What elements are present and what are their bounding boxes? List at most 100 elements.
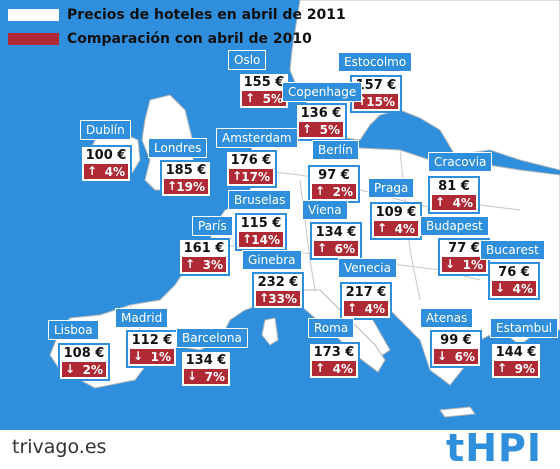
change-badge: ↑ 5%: [299, 122, 343, 137]
arrow-up-icon: ↑: [315, 184, 326, 198]
change-badge: ↑ 2%: [312, 184, 356, 199]
change-value: 9%: [514, 361, 535, 376]
footer: [0, 430, 560, 469]
city-name-label: Ginebra: [242, 250, 302, 270]
change-value: 4%: [332, 361, 353, 376]
arrow-down-icon: ↓: [133, 349, 144, 363]
arrow-up-icon: ↑: [259, 291, 270, 305]
price-card: 81 € ↑ 4%: [428, 176, 480, 214]
change-badge: ↓ 1%: [442, 257, 486, 272]
price-card: 176 € ↑ 17%: [225, 150, 277, 188]
price-value: 108 €: [63, 346, 105, 361]
price-card: 109 € ↑ 4%: [370, 202, 422, 240]
price-value: 136 €: [300, 106, 342, 121]
city-name-label: Amsterdam: [216, 128, 298, 148]
change-badge: ↑ 4%: [84, 164, 128, 179]
city-name-label: París: [192, 216, 233, 236]
change-value: 4%: [452, 195, 473, 210]
city-name-label: Estambul: [490, 318, 559, 338]
price-value: 134 €: [185, 353, 227, 368]
source-label: trivago.es: [12, 436, 107, 458]
arrow-up-icon: ↑: [87, 164, 98, 178]
change-value: 1%: [462, 257, 483, 272]
arrow-up-icon: ↑: [377, 221, 388, 235]
city-name-label: Lisboa: [48, 320, 99, 340]
change-value: 2%: [82, 362, 103, 377]
legend-comparison-label: Comparación con abril de 2010: [67, 31, 312, 47]
change-value: 17%: [241, 169, 270, 184]
price-card: 173 € ↑ 4%: [308, 342, 360, 380]
city-name-label: Praga: [368, 178, 415, 198]
price-card: 136 € ↑ 5%: [295, 103, 347, 141]
arrow-down-icon: ↓: [445, 257, 456, 271]
price-card: 97 € ↑ 2%: [308, 165, 360, 203]
price-value: 161 €: [183, 241, 225, 256]
legend-current-swatch: [6, 7, 61, 23]
city-name-label: Bucarest: [480, 240, 545, 260]
arrow-up-icon: ↑: [302, 122, 313, 136]
price-value: 115 €: [240, 216, 282, 231]
price-value: 99 €: [440, 333, 472, 348]
change-badge: ↑ 5%: [242, 91, 286, 106]
price-card: 232 € ↑ 33%: [252, 272, 304, 310]
arrow-down-icon: ↓: [187, 369, 198, 383]
change-value: 33%: [268, 291, 297, 306]
change-badge: ↑ 4%: [374, 221, 418, 236]
arrow-up-icon: ↑: [497, 361, 508, 375]
land-corsica: [261, 317, 279, 346]
price-value: 76 €: [498, 265, 530, 280]
change-badge: ↑ 4%: [344, 301, 388, 316]
change-badge: ↓ 4%: [492, 281, 536, 296]
city-name-label: Atenas: [420, 308, 474, 328]
change-value: 6%: [454, 349, 475, 364]
price-value: 185 €: [165, 163, 207, 178]
legend-comparison-row: Comparación con abril de 2010: [6, 29, 346, 49]
price-value: 155 €: [243, 75, 285, 90]
price-value: 232 €: [257, 275, 299, 290]
price-value: 100 €: [85, 148, 127, 163]
city-name-label: Berlín: [312, 140, 359, 160]
city-name-label: Copenhage: [282, 82, 363, 102]
arrow-up-icon: ↑: [317, 241, 328, 255]
price-card: 76 € ↓ 4%: [488, 262, 540, 300]
price-value: 77 €: [448, 241, 480, 256]
price-value: 176 €: [230, 153, 272, 168]
city-name-label: Barcelona: [176, 328, 248, 348]
change-value: 14%: [251, 232, 280, 247]
price-value: 81 €: [438, 179, 470, 194]
arrow-up-icon: ↑: [315, 361, 326, 375]
city-name-label: Budapest: [420, 216, 489, 236]
change-value: 5%: [262, 91, 283, 106]
change-value: 19%: [176, 179, 205, 194]
legend-comparison-swatch: [6, 31, 61, 47]
change-badge: ↑ 33%: [256, 291, 300, 306]
change-badge: ↓ 7%: [184, 369, 228, 384]
price-value: 157 €: [355, 78, 397, 93]
change-value: 4%: [364, 301, 385, 316]
change-badge: ↑ 4%: [432, 195, 476, 210]
change-badge: ↓ 1%: [130, 349, 174, 364]
price-card: 161 € ↑ 3%: [178, 238, 230, 276]
price-card: 99 € ↓ 6%: [430, 330, 482, 368]
city-name-label: Oslo: [228, 50, 267, 70]
city-name-label: Venecia: [338, 258, 397, 278]
price-card: 144 € ↑ 9%: [490, 342, 542, 380]
arrow-down-icon: ↓: [437, 349, 448, 363]
thpi-logo: tHPI: [446, 426, 542, 469]
price-value: 97 €: [318, 168, 350, 183]
price-card: 134 € ↓ 7%: [180, 350, 232, 388]
arrow-down-icon: ↓: [65, 362, 76, 376]
city-name-label: Dublín: [80, 120, 131, 140]
change-badge: ↑ 9%: [494, 361, 538, 376]
legend: Precios de hoteles en abril de 2011 Comp…: [6, 5, 346, 53]
price-card: 112 € ↓ 1%: [126, 330, 178, 368]
price-card: 100 € ↑ 4%: [80, 145, 132, 183]
city-name-label: Londres: [148, 138, 208, 158]
price-card: 115 € ↑ 14%: [235, 213, 287, 251]
land-crete: [439, 406, 476, 418]
change-value: 4%: [104, 164, 125, 179]
change-badge: ↑ 3%: [182, 257, 226, 272]
price-card: 217 € ↑ 4%: [340, 282, 392, 320]
change-badge: ↑ 14%: [239, 232, 283, 247]
